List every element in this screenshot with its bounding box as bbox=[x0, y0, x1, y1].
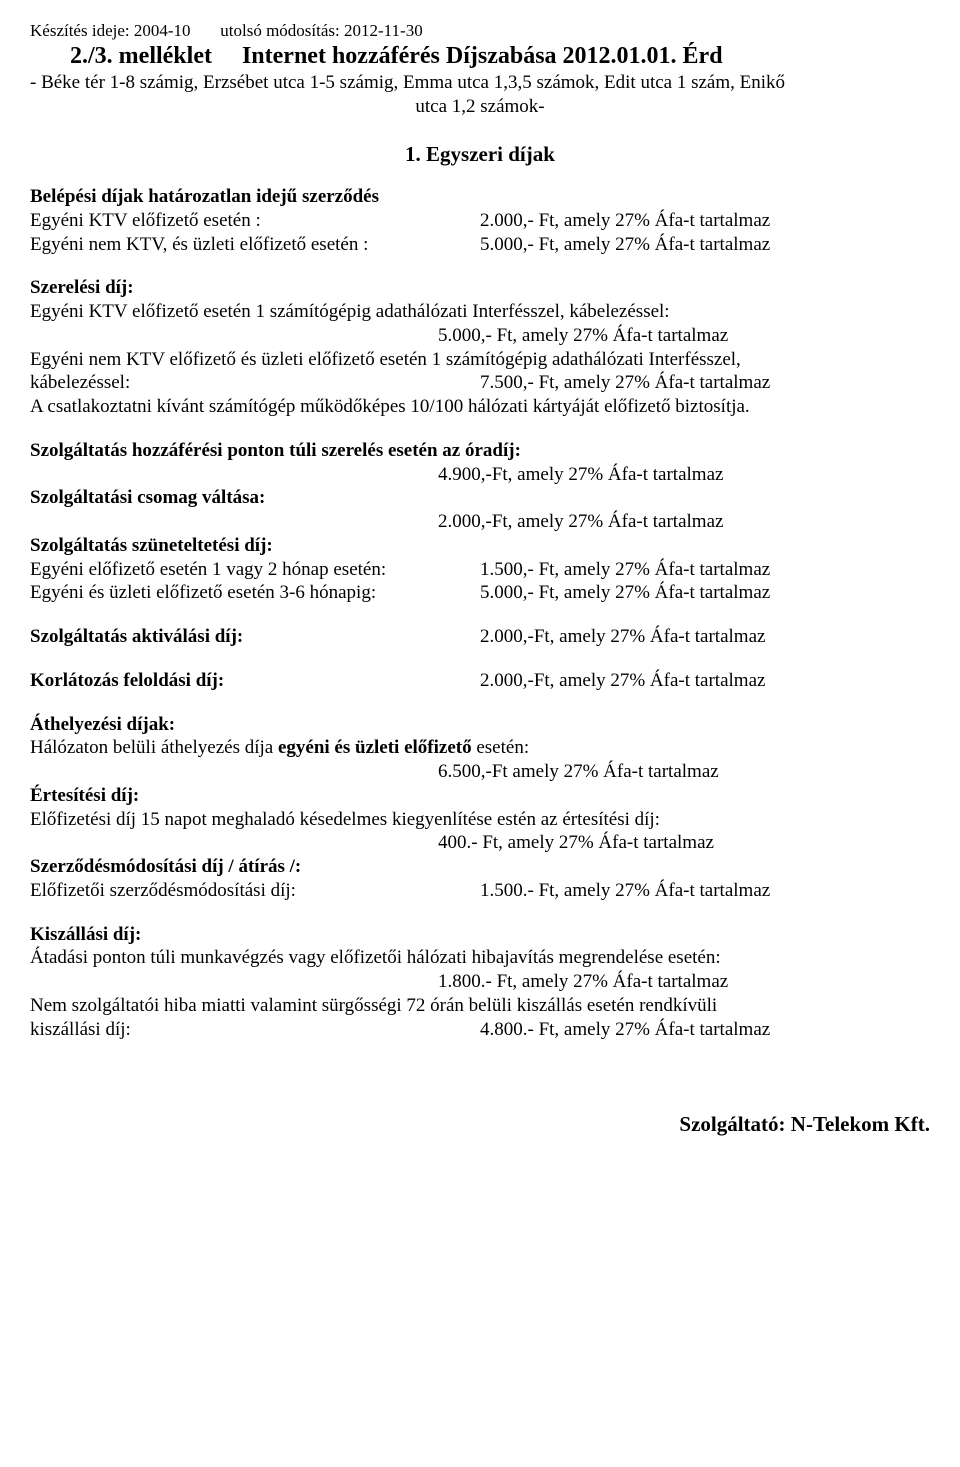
szerzodesmod-label: Előfizetői szerződésmódosítási díj: bbox=[30, 879, 480, 903]
szunet-heading: Szolgáltatás szüneteltetési díj: bbox=[30, 534, 930, 558]
kiszallasi-row3-label: kiszállási díj: bbox=[30, 1018, 480, 1042]
belepesi-row2-label: Egyéni nem KTV, és üzleti előfizető eset… bbox=[30, 233, 480, 257]
ertesitesi-line: Előfizetési díj 15 napot meghaladó késed… bbox=[30, 808, 930, 832]
athelyezesi-line-l: Hálózaton belüli áthelyezés díja bbox=[30, 737, 278, 758]
szerzodesmod-value: 1.500.- Ft, amely 27% Áfa-t tartalmaz bbox=[480, 879, 930, 903]
athelyezesi-line-bold: egyéni és üzleti előfizető bbox=[278, 737, 472, 758]
subtitle-line1: - Béke tér 1-8 számig, Erzsébet utca 1-5… bbox=[30, 71, 930, 95]
szerelesi-line1: Egyéni KTV előfizető esetén 1 számítógép… bbox=[30, 300, 930, 324]
hozzaferesi-heading: Szolgáltatás hozzáférési ponton túli sze… bbox=[30, 439, 930, 463]
csomag-value: 2.000,-Ft, amely 27% Áfa-t tartalmaz bbox=[30, 510, 930, 534]
provider-footer: Szolgáltató: N-Telekom Kft. bbox=[30, 1111, 930, 1137]
szerelesi-line2b-value: 7.500,- Ft, amely 27% Áfa-t tartalmaz bbox=[480, 371, 930, 395]
csomag-heading: Szolgáltatási csomag váltása: bbox=[30, 486, 930, 510]
szunet-row2-label: Egyéni és üzleti előfizető esetén 3-6 hó… bbox=[30, 581, 480, 605]
modified-date: utolsó módosítás: 2012-11-30 bbox=[220, 21, 422, 40]
hozzaferesi-value: 4.900,-Ft, amely 27% Áfa-t tartalmaz bbox=[30, 463, 930, 487]
korlatozas-value: 2.000,-Ft, amely 27% Áfa-t tartalmaz bbox=[480, 669, 930, 693]
kiszallasi-val1: 1.800.- Ft, amely 27% Áfa-t tartalmaz bbox=[30, 970, 930, 994]
belepesi-row1-value: 2.000,- Ft, amely 27% Áfa-t tartalmaz bbox=[480, 209, 930, 233]
szerelesi-line3: A csatlakoztatni kívánt számítógép működ… bbox=[30, 395, 930, 419]
szunet-row1-value: 1.500,- Ft, amely 27% Áfa-t tartalmaz bbox=[480, 558, 930, 582]
athelyezesi-line: Hálózaton belüli áthelyezés díja egyéni … bbox=[30, 736, 930, 760]
aktivalasi-label: Szolgáltatás aktiválási díj: bbox=[30, 625, 480, 649]
kiszallasi-heading: Kiszállási díj: bbox=[30, 923, 930, 947]
belepesi-table: Egyéni KTV előfizető esetén : 2.000,- Ft… bbox=[30, 209, 930, 257]
athelyezesi-value: 6.500,-Ft amely 27% Áfa-t tartalmaz bbox=[30, 760, 930, 784]
szunet-row1-label: Egyéni előfizető esetén 1 vagy 2 hónap e… bbox=[30, 558, 480, 582]
section-heading: 1. Egyszeri díjak bbox=[30, 141, 930, 167]
belepesi-row2-value: 5.000,- Ft, amely 27% Áfa-t tartalmaz bbox=[480, 233, 930, 257]
athelyezesi-line-r: esetén: bbox=[472, 737, 530, 758]
athelyezesi-heading: Áthelyezési díjak: bbox=[30, 713, 930, 737]
ertesitesi-heading: Értesítési díj: bbox=[30, 784, 930, 808]
szerelesi-line1-value: 5.000,- Ft, amely 27% Áfa-t tartalmaz bbox=[30, 324, 930, 348]
szunet-row2-value: 5.000,- Ft, amely 27% Áfa-t tartalmaz bbox=[480, 581, 930, 605]
ertesitesi-value: 400.- Ft, amely 27% Áfa-t tartalmaz bbox=[30, 831, 930, 855]
page-title: 2./3. melléklet Internet hozzáférés Díjs… bbox=[70, 41, 930, 71]
szerelesi-heading: Szerelési díj: bbox=[30, 276, 930, 300]
subtitle-line2: utca 1,2 számok- bbox=[30, 95, 930, 119]
header-meta: Készítés ideje: 2004-10 utolsó módosítás… bbox=[30, 20, 930, 41]
szerelesi-line2a: Egyéni nem KTV előfizető és üzleti előfi… bbox=[30, 348, 930, 372]
kiszallasi-line1: Átadási ponton túli munkavégzés vagy elő… bbox=[30, 946, 930, 970]
belepesi-heading: Belépési díjak határozatlan idejű szerző… bbox=[30, 185, 930, 209]
created-date: Készítés ideje: 2004-10 bbox=[30, 21, 191, 40]
belepesi-row1-label: Egyéni KTV előfizető esetén : bbox=[30, 209, 480, 233]
aktivalasi-value: 2.000,-Ft, amely 27% Áfa-t tartalmaz bbox=[480, 625, 930, 649]
korlatozas-label: Korlátozás feloldási díj: bbox=[30, 669, 480, 693]
kiszallasi-row3-value: 4.800.- Ft, amely 27% Áfa-t tartalmaz bbox=[480, 1018, 930, 1042]
szerelesi-line2b-label: kábelezéssel: bbox=[30, 371, 480, 395]
szerzodesmod-heading: Szerződésmódosítási díj / átírás /: bbox=[30, 855, 930, 879]
kiszallasi-line2: Nem szolgáltatói hiba miatti valamint sü… bbox=[30, 994, 930, 1018]
